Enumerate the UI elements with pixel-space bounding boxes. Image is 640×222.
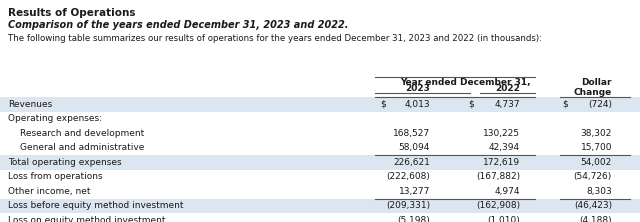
Text: Other income, net: Other income, net — [8, 187, 90, 196]
Text: 13,277: 13,277 — [399, 187, 430, 196]
Text: 58,094: 58,094 — [399, 143, 430, 152]
Text: (5,198): (5,198) — [397, 216, 430, 222]
Text: 130,225: 130,225 — [483, 129, 520, 138]
Text: Research and development: Research and development — [20, 129, 144, 138]
Text: Loss from operations: Loss from operations — [8, 172, 102, 181]
Text: $: $ — [562, 100, 568, 109]
Text: 54,002: 54,002 — [580, 158, 612, 167]
Text: (46,423): (46,423) — [574, 201, 612, 210]
Text: (209,331): (209,331) — [386, 201, 430, 210]
Text: 2023: 2023 — [405, 83, 430, 93]
Text: 4,737: 4,737 — [494, 100, 520, 109]
Text: (724): (724) — [588, 100, 612, 109]
Text: Results of Operations: Results of Operations — [8, 8, 136, 18]
Text: 168,527: 168,527 — [393, 129, 430, 138]
Text: 4,974: 4,974 — [495, 187, 520, 196]
Text: Total operating expenses: Total operating expenses — [8, 158, 122, 167]
Text: Loss before equity method investment: Loss before equity method investment — [8, 201, 184, 210]
Text: 15,700: 15,700 — [580, 143, 612, 152]
Text: (162,908): (162,908) — [476, 201, 520, 210]
Text: (54,726): (54,726) — [573, 172, 612, 181]
Text: Revenues: Revenues — [8, 100, 52, 109]
Bar — [0, 97, 640, 111]
Text: The following table summarizes our results of operations for the years ended Dec: The following table summarizes our resul… — [8, 34, 542, 43]
Text: (1,010): (1,010) — [487, 216, 520, 222]
Text: 38,302: 38,302 — [580, 129, 612, 138]
Text: Operating expenses:: Operating expenses: — [8, 114, 102, 123]
Text: 8,303: 8,303 — [586, 187, 612, 196]
Text: Year ended December 31,: Year ended December 31, — [400, 78, 531, 87]
Text: (4,188): (4,188) — [579, 216, 612, 222]
Text: 226,621: 226,621 — [393, 158, 430, 167]
Bar — [0, 198, 640, 213]
Text: 4,013: 4,013 — [404, 100, 430, 109]
Text: (167,882): (167,882) — [476, 172, 520, 181]
Text: $: $ — [468, 100, 474, 109]
Text: (222,608): (222,608) — [386, 172, 430, 181]
Text: Loss on equity method investment: Loss on equity method investment — [8, 216, 166, 222]
Text: General and administrative: General and administrative — [20, 143, 145, 152]
Text: Comparison of the years ended December 31, 2023 and 2022.: Comparison of the years ended December 3… — [8, 20, 349, 30]
Bar — [0, 155, 640, 170]
Text: $: $ — [380, 100, 386, 109]
Text: 2022: 2022 — [495, 83, 520, 93]
Text: 172,619: 172,619 — [483, 158, 520, 167]
Text: 42,394: 42,394 — [489, 143, 520, 152]
Text: Dollar
Change: Dollar Change — [573, 78, 612, 97]
